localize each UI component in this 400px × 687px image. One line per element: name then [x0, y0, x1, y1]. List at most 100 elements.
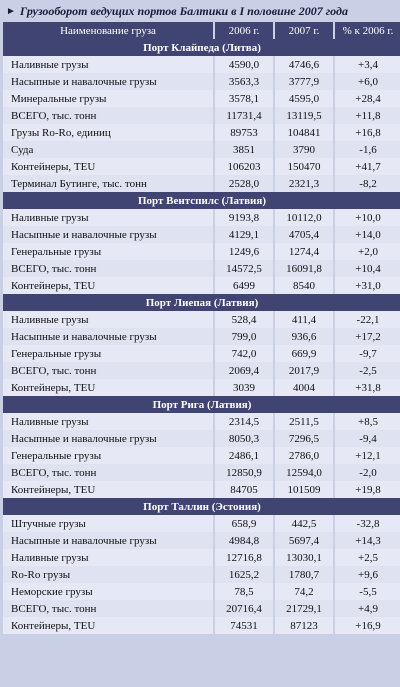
value-2006-cell: 89753	[215, 124, 273, 141]
value-2007-cell: 1780,7	[275, 566, 333, 583]
value-2007-cell: 3790	[275, 141, 333, 158]
value-2006-cell: 9193,8	[215, 209, 273, 226]
table-title: ► Грузооборот ведущих портов Балтики в I…	[0, 0, 400, 22]
table-row: Наливные грузы 4590,0 4746,6 +3,4	[3, 56, 400, 73]
value-2006-cell: 658,9	[215, 515, 273, 532]
table-row: Ro-Ro грузы 1625,2 1780,7 +9,6	[3, 566, 400, 583]
cargo-name-cell: Штучные грузы	[3, 515, 213, 532]
percent-change-cell: -9,4	[335, 430, 400, 447]
value-2006-cell: 8050,3	[215, 430, 273, 447]
cargo-name-cell: Контейнеры, TEU	[3, 379, 213, 396]
percent-change-cell: -32,8	[335, 515, 400, 532]
value-2007-cell: 3777,9	[275, 73, 333, 90]
value-2007-cell: 87123	[275, 617, 333, 634]
value-2006-cell: 4984,8	[215, 532, 273, 549]
value-2006-cell: 742,0	[215, 345, 273, 362]
table-row: Генеральные грузы 742,0 669,9 -9,7	[3, 345, 400, 362]
value-2007-cell: 7296,5	[275, 430, 333, 447]
section-header-row: Порт Таллин (Эстония)	[3, 498, 400, 515]
value-2006-cell: 4129,1	[215, 226, 273, 243]
cargo-name-cell: Насыпные и навалочные грузы	[3, 226, 213, 243]
cargo-name-cell: Неморские грузы	[3, 583, 213, 600]
table-row: Наливные грузы 9193,8 10112,0 +10,0	[3, 209, 400, 226]
cargo-name-cell: Наливные грузы	[3, 549, 213, 566]
section-title: Порт Таллин (Эстония)	[3, 498, 400, 515]
value-2006-cell: 2314,5	[215, 413, 273, 430]
percent-change-cell: +12,1	[335, 447, 400, 464]
cargo-name-cell: Наливные грузы	[3, 311, 213, 328]
table-row: ВСЕГО, тыс. тонн 2069,4 2017,9 -2,5	[3, 362, 400, 379]
table-row: Суда 3851 3790 -1,6	[3, 141, 400, 158]
table-row: Контейнеры, TEU 74531 87123 +16,9	[3, 617, 400, 634]
value-2007-cell: 12594,0	[275, 464, 333, 481]
section-header-row: Порт Вентспилс (Латвия)	[3, 192, 400, 209]
section-title: Порт Рига (Латвия)	[3, 396, 400, 413]
table-row: Генеральные грузы 2486,1 2786,0 +12,1	[3, 447, 400, 464]
cargo-name-cell: ВСЕГО, тыс. тонн	[3, 362, 213, 379]
value-2007-cell: 669,9	[275, 345, 333, 362]
col-header-2006: 2006 г.	[215, 22, 273, 39]
value-2006-cell: 3039	[215, 379, 273, 396]
cargo-name-cell: Генеральные грузы	[3, 345, 213, 362]
cargo-name-cell: Наливные грузы	[3, 413, 213, 430]
value-2007-cell: 8540	[275, 277, 333, 294]
percent-change-cell: +31,8	[335, 379, 400, 396]
value-2007-cell: 2321,3	[275, 175, 333, 192]
percent-change-cell: +16,8	[335, 124, 400, 141]
value-2007-cell: 1274,4	[275, 243, 333, 260]
percent-change-cell: +10,0	[335, 209, 400, 226]
table-row: ВСЕГО, тыс. тонн 12850,9 12594,0 -2,0	[3, 464, 400, 481]
port-cargo-table: Наименование груза 2006 г. 2007 г. % к 2…	[1, 22, 400, 634]
table-row: Насыпные и навалочные грузы 799,0 936,6 +17…	[3, 328, 400, 345]
percent-change-cell: -8,2	[335, 175, 400, 192]
percent-change-cell: -1,6	[335, 141, 400, 158]
table-row: Контейнеры, TEU 3039 4004 +31,8	[3, 379, 400, 396]
value-2007-cell: 411,4	[275, 311, 333, 328]
table-row: Наливные грузы 528,4 411,4 -22,1	[3, 311, 400, 328]
table-row: Насыпные и навалочные грузы 3563,3 3777,9 +…	[3, 73, 400, 90]
percent-change-cell: +28,4	[335, 90, 400, 107]
cargo-name-cell: ВСЕГО, тыс. тонн	[3, 600, 213, 617]
value-2006-cell: 528,4	[215, 311, 273, 328]
value-2007-cell: 2786,0	[275, 447, 333, 464]
col-header-2007: 2007 г.	[275, 22, 333, 39]
value-2007-cell: 101509	[275, 481, 333, 498]
table-row: Наливные грузы 12716,8 13030,1 +2,5	[3, 549, 400, 566]
percent-change-cell: +3,4	[335, 56, 400, 73]
table-title-text: Грузооборот ведущих портов Балтики в I п…	[19, 3, 348, 18]
cargo-name-cell: Насыпные и навалочные грузы	[3, 532, 213, 549]
percent-change-cell: +14,3	[335, 532, 400, 549]
table-row: ВСЕГО, тыс. тонн 20716,4 21729,1 +4,9	[3, 600, 400, 617]
table-row: Минеральные грузы 3578,1 4595,0 +28,4	[3, 90, 400, 107]
value-2006-cell: 20716,4	[215, 600, 273, 617]
col-header-percent: % к 2006 г.	[335, 22, 400, 39]
header-row: Наименование груза 2006 г. 2007 г. % к 2…	[3, 22, 400, 39]
cargo-name-cell: Генеральные грузы	[3, 447, 213, 464]
value-2007-cell: 2511,5	[275, 413, 333, 430]
value-2006-cell: 14572,5	[215, 260, 273, 277]
triangle-bullet-icon: ►	[6, 5, 16, 17]
value-2007-cell: 4595,0	[275, 90, 333, 107]
value-2006-cell: 3578,1	[215, 90, 273, 107]
value-2006-cell: 11731,4	[215, 107, 273, 124]
table-row: Генеральные грузы 1249,6 1274,4 +2,0	[3, 243, 400, 260]
table-row: Контейнеры, TEU 106203 150470 +41,7	[3, 158, 400, 175]
value-2006-cell: 4590,0	[215, 56, 273, 73]
percent-change-cell: +14,0	[335, 226, 400, 243]
value-2006-cell: 84705	[215, 481, 273, 498]
value-2007-cell: 150470	[275, 158, 333, 175]
cargo-name-cell: Ro-Ro грузы	[3, 566, 213, 583]
table-row: Наливные грузы 2314,5 2511,5 +8,5	[3, 413, 400, 430]
table-row: Контейнеры, TEU 6499 8540 +31,0	[3, 277, 400, 294]
section-title: Порт Вентспилс (Латвия)	[3, 192, 400, 209]
percent-change-cell: +17,2	[335, 328, 400, 345]
table-row: ВСЕГО, тыс. тонн 11731,4 13119,5 +11,8	[3, 107, 400, 124]
section-header-row: Порт Клайпеда (Литва)	[3, 39, 400, 56]
value-2007-cell: 4746,6	[275, 56, 333, 73]
section-header-row: Порт Рига (Латвия)	[3, 396, 400, 413]
table-row: Грузы Ro-Ro, единиц 89753 104841 +16,8	[3, 124, 400, 141]
value-2007-cell: 4004	[275, 379, 333, 396]
value-2006-cell: 2528,0	[215, 175, 273, 192]
percent-change-cell: +2,5	[335, 549, 400, 566]
value-2006-cell: 12850,9	[215, 464, 273, 481]
